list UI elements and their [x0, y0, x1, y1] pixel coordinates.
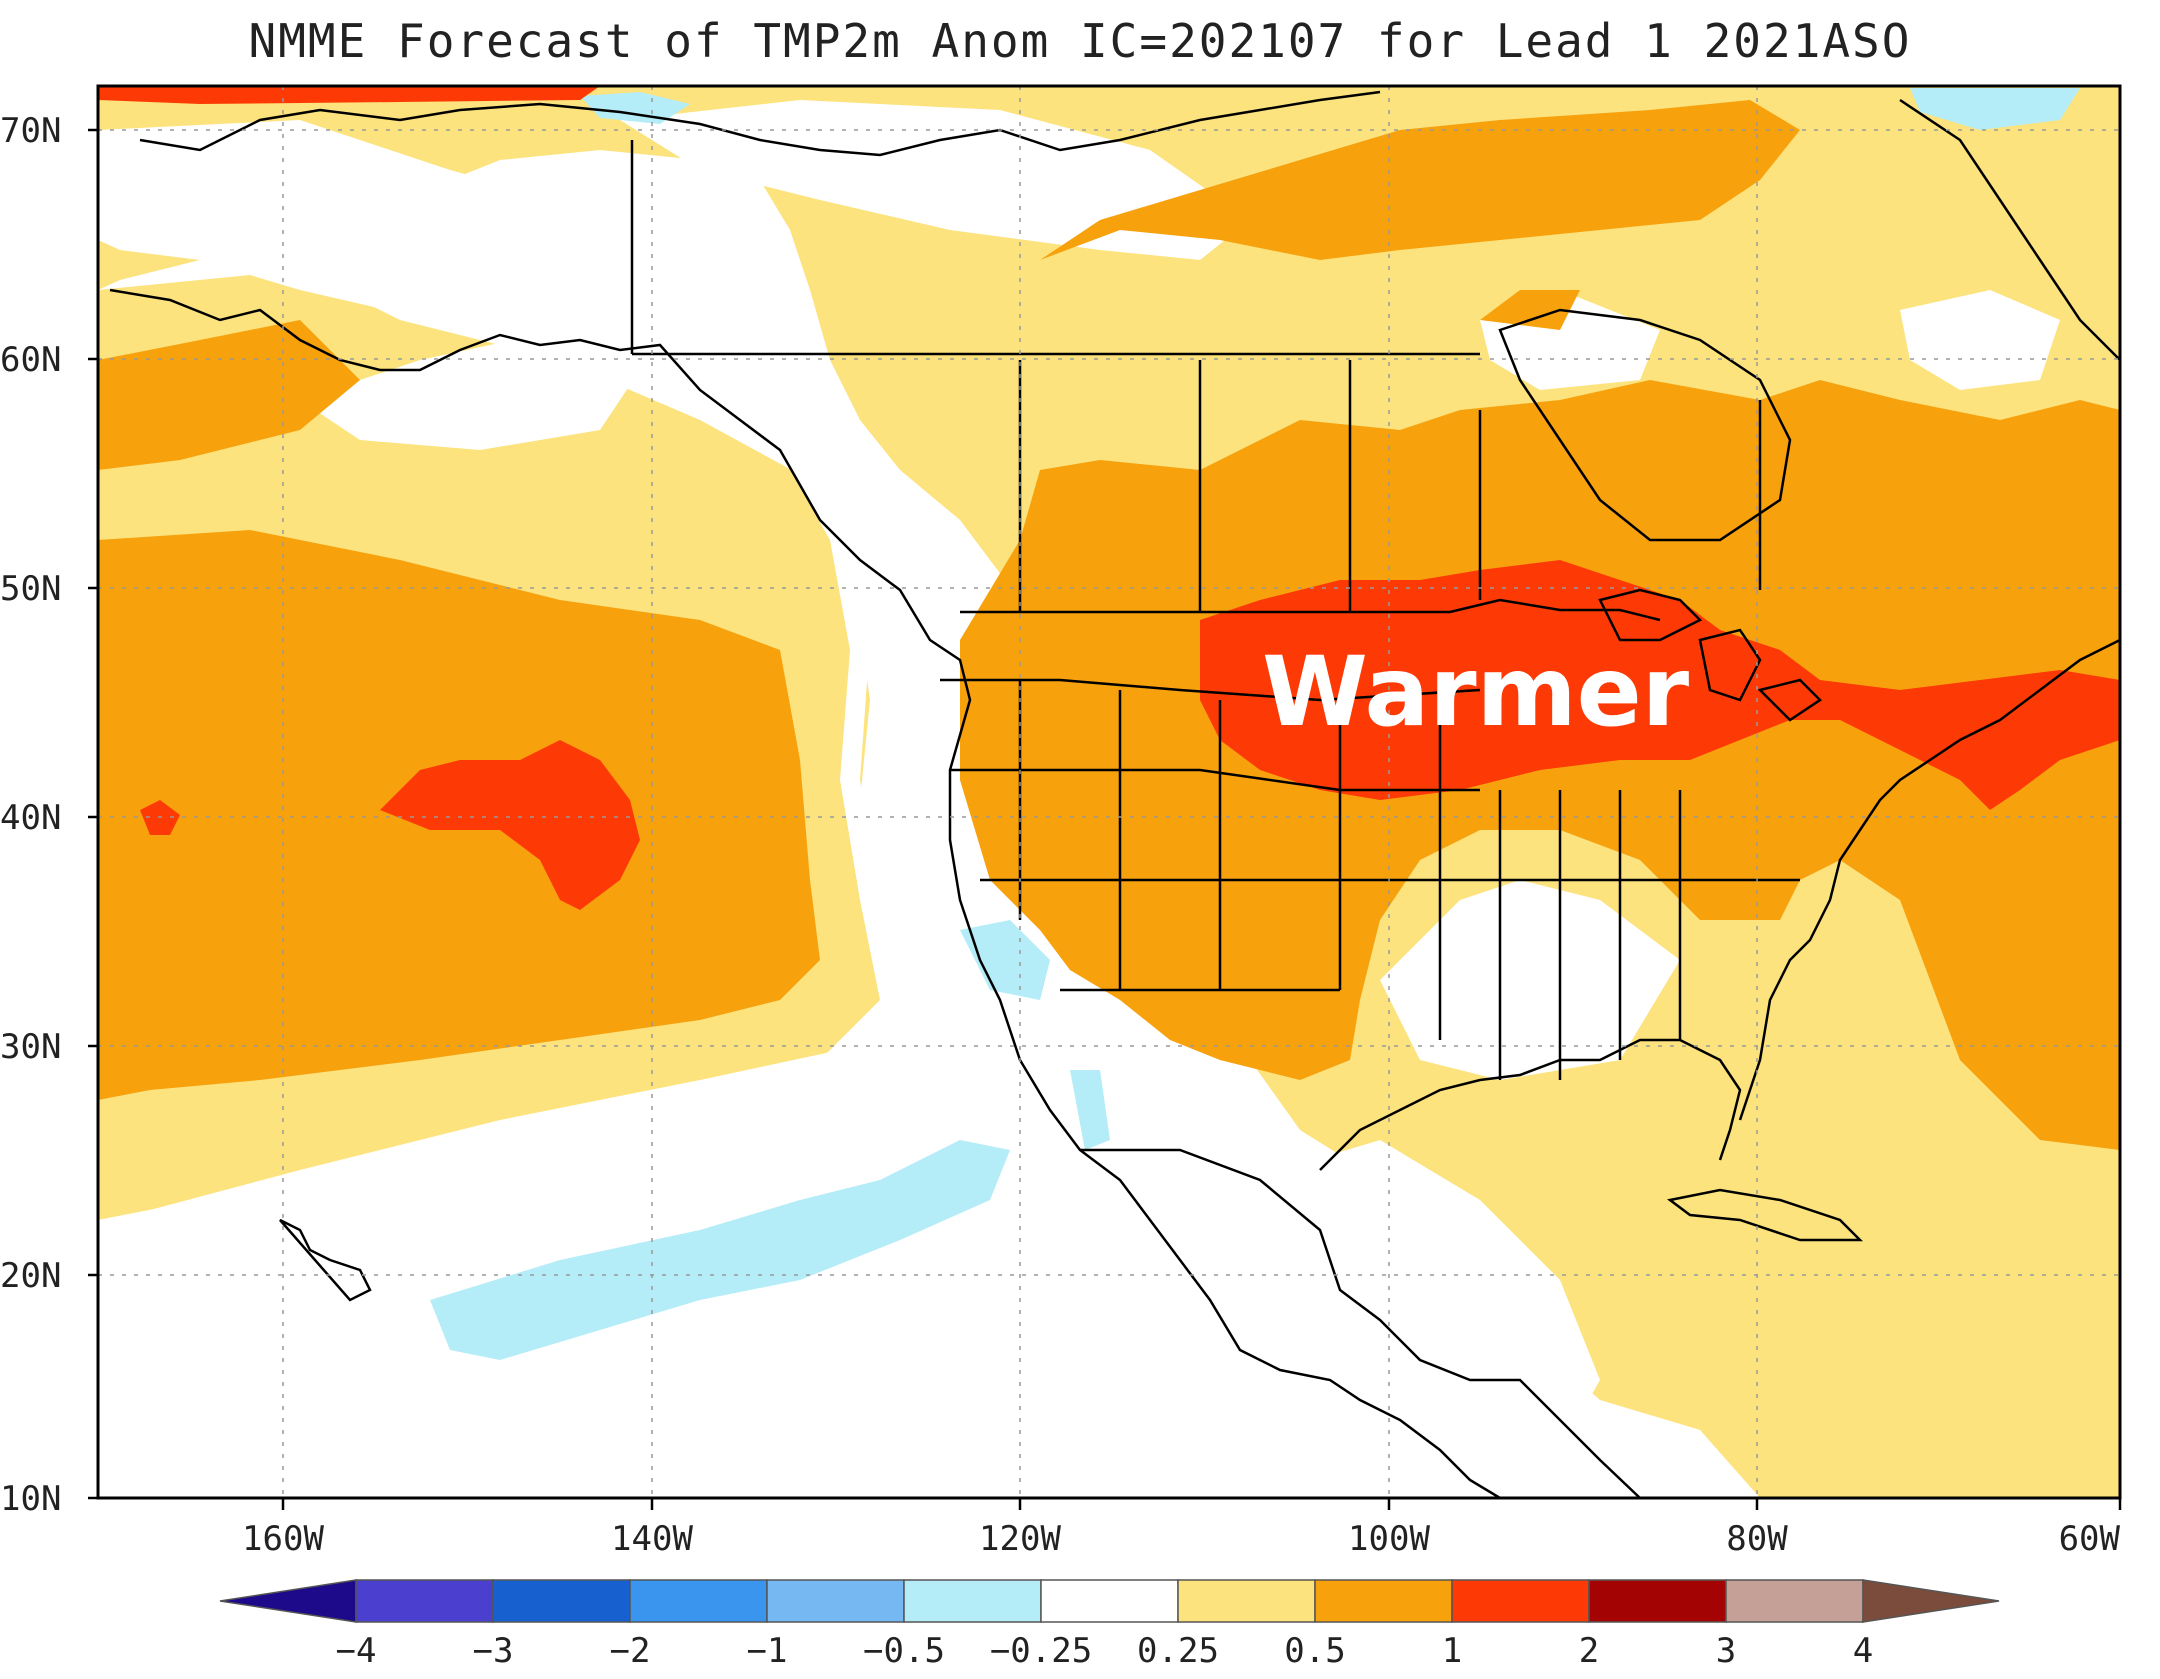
- great-lakes: [1598, 588, 1822, 722]
- colorbar-label: −1: [747, 1631, 788, 1671]
- anomaly-lightblue-region: [1910, 88, 2080, 130]
- anomaly-lightblue-region: [960, 920, 1050, 1000]
- colorbar-label: −0.5: [863, 1631, 945, 1671]
- lon-label-140w: 140W: [611, 1519, 693, 1559]
- colorbar-arrow-high: [1862, 1579, 2000, 1623]
- colorbar-label: 3: [1716, 1631, 1736, 1671]
- colorbar-label: 4: [1853, 1631, 1873, 1671]
- canada-us-border: [960, 598, 1661, 622]
- colorbar-segment: [766, 1579, 905, 1623]
- colorbar-segment: [1451, 1579, 1590, 1623]
- lon-label-100w: 100W: [1348, 1519, 1430, 1559]
- lon-label-80w: 80W: [1726, 1519, 1788, 1559]
- colorbar-label: −0.25: [990, 1631, 1092, 1671]
- anomaly-white-region: [300, 330, 640, 450]
- tick-marks: [88, 128, 2122, 1510]
- lat-label-20n: 20N: [0, 1256, 61, 1296]
- colorbar-arrow-low: [219, 1579, 357, 1623]
- gridlines: [98, 86, 2120, 1498]
- us-state-borders: [940, 678, 1800, 1080]
- colorbar-segment: [903, 1579, 1042, 1623]
- colorbar-label: 2: [1579, 1631, 1599, 1671]
- atlantic-coast: [1738, 638, 2120, 1121]
- colorbar-segment: [1314, 1579, 1453, 1623]
- hudson-bay: [1498, 308, 1792, 542]
- colorbar-label: 0.25: [1137, 1631, 1219, 1671]
- colorbar-segment: [1588, 1579, 1727, 1623]
- longitude-labels: 160W 140W 120W 100W 80W 60W: [242, 1519, 2120, 1559]
- lat-label-50n: 50N: [0, 569, 61, 609]
- plot-frame: [96, 84, 2122, 1500]
- colorbar-label: −2: [610, 1631, 651, 1671]
- lon-label-120w: 120W: [979, 1519, 1061, 1559]
- colorbar: −4 −3 −2 −1 −0.5 −0.25 0.25 0.5 1 2 3 4: [219, 1579, 2000, 1671]
- colorbar-segment: [1725, 1579, 1864, 1623]
- anomaly-white-region: [620, 100, 1250, 260]
- anomaly-red-region: [1200, 560, 2120, 810]
- latitude-labels: 70N 60N 50N 40N 30N 20N 10N: [0, 111, 61, 1519]
- colorbar-segment: [1177, 1579, 1316, 1623]
- colorbar-label: −3: [473, 1631, 514, 1671]
- anomaly-lightblue-region: [430, 1140, 1010, 1360]
- geographic-outlines: [109, 90, 2120, 1498]
- anomaly-lightblue-region: [580, 92, 690, 124]
- anomaly-orange-region: [1480, 290, 1580, 330]
- colorbar-label: −4: [336, 1631, 377, 1671]
- anomaly-field: [98, 86, 2120, 1498]
- gulf-coast: [1319, 1038, 1742, 1171]
- greenland-edge: [1899, 98, 2120, 361]
- anomaly-orange-region: [98, 320, 360, 470]
- lat-label-70n: 70N: [0, 111, 61, 151]
- mexico-outline: [1080, 1148, 1641, 1498]
- anomaly-white-region: [1380, 880, 1680, 1080]
- colorbar-segment: [629, 1579, 768, 1623]
- lat-label-10n: 10N: [0, 1479, 61, 1519]
- alaska-north-coast: [139, 90, 1381, 157]
- anomaly-white-region: [1900, 290, 2060, 390]
- anomaly-red-region: [98, 86, 600, 104]
- lat-label-40n: 40N: [0, 798, 61, 838]
- lat-label-60n: 60N: [0, 340, 61, 380]
- anomaly-white-region: [98, 120, 620, 320]
- cuba-outline: [1667, 1188, 1864, 1242]
- anomaly-orange-region: [1040, 100, 1800, 260]
- colorbar-segment: [492, 1579, 631, 1623]
- warmer-annotation: Warmer: [1262, 636, 1690, 748]
- colorbar-label: 0.5: [1284, 1631, 1345, 1671]
- hawaii-outline: [279, 1218, 372, 1302]
- anomaly-red-region: [380, 740, 640, 910]
- lon-label-160w: 160W: [242, 1519, 324, 1559]
- anomaly-lightblue-region: [1070, 1070, 1110, 1150]
- anomaly-white-region: [1280, 1140, 1600, 1450]
- colorbar-segment: [355, 1579, 494, 1623]
- alaska-coastline: [109, 288, 1501, 1498]
- lat-label-30n: 30N: [0, 1027, 61, 1067]
- colorbar-label: 1: [1442, 1631, 1462, 1671]
- colorbar-segment: [1040, 1579, 1179, 1623]
- lon-label-60w: 60W: [2059, 1519, 2121, 1559]
- map-title: NMME Forecast of TMP2m Anom IC=202107 fo…: [248, 14, 1912, 68]
